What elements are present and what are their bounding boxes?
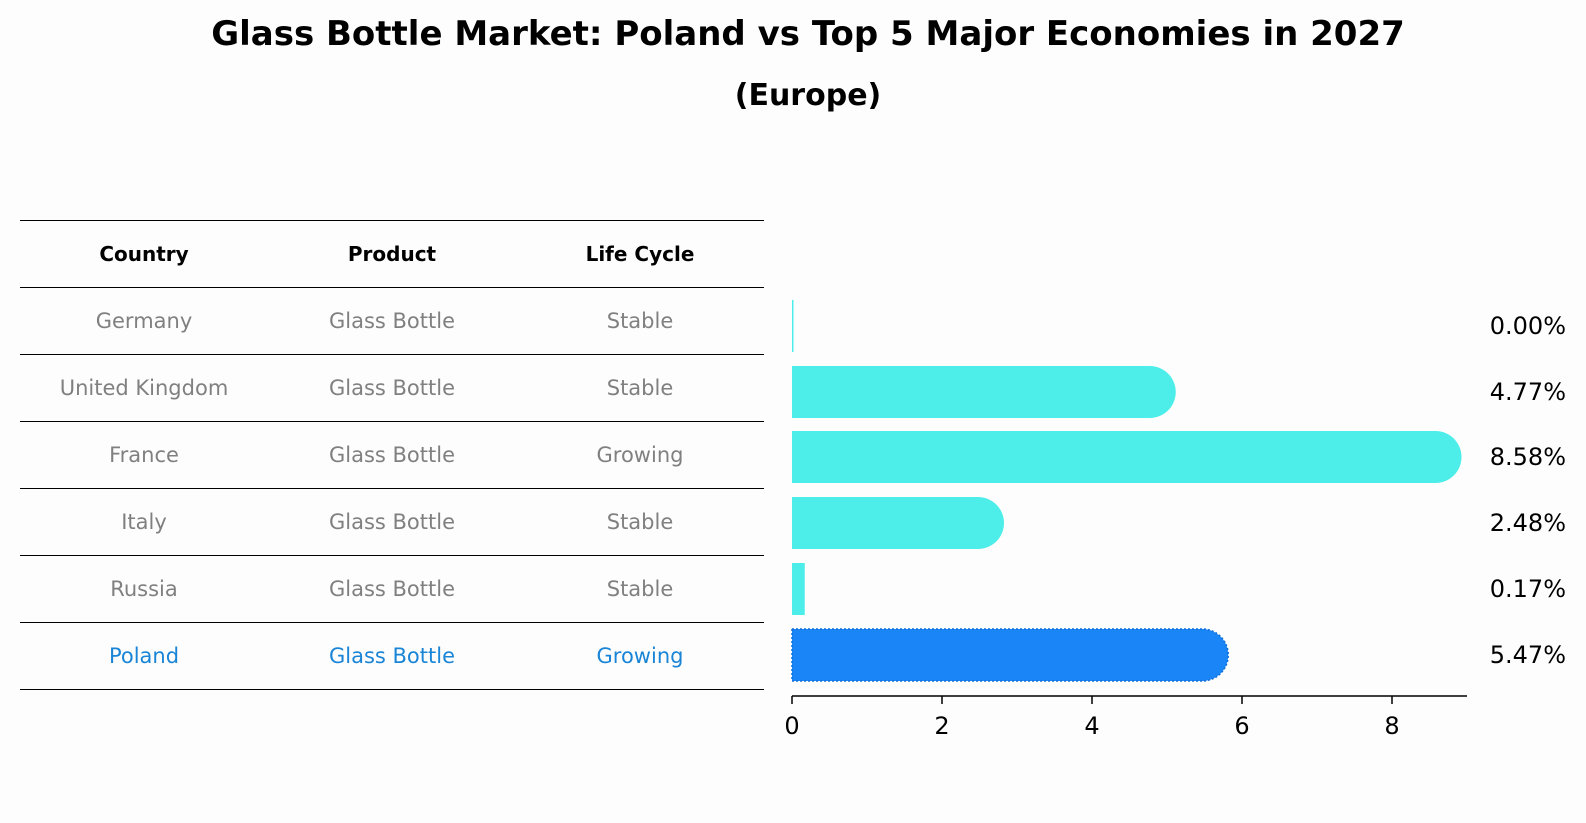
value-label: 8.58% — [1490, 443, 1566, 471]
table-row: Italy Glass Bottle Stable — [20, 488, 764, 555]
cell-life-cycle: Growing — [596, 443, 684, 467]
chart-title: Glass Bottle Market: Poland vs Top 5 Maj… — [211, 14, 1405, 54]
cell-life-cycle: Growing — [596, 644, 684, 668]
value-label: 5.47% — [1490, 641, 1566, 669]
cell-life-cycle: Stable — [606, 309, 674, 333]
bar-united-kingdom — [792, 366, 1176, 418]
chart-subtitle: (Europe) — [734, 78, 882, 113]
value-label: 0.00% — [1490, 312, 1566, 340]
comparison-table: Country Product Life Cycle Germany Glass… — [20, 220, 764, 690]
cell-country: United Kingdom — [59, 376, 229, 400]
x-tick-label: 2 — [934, 712, 949, 740]
table-row-highlight: Poland Glass Bottle Growing — [20, 622, 764, 690]
cell-country: Russia — [110, 577, 178, 601]
value-label: 4.77% — [1490, 378, 1566, 406]
x-tick-label: 4 — [1084, 712, 1099, 740]
cell-product: Glass Bottle — [328, 443, 455, 467]
cell-country: Poland — [108, 644, 180, 668]
x-tick-label: 0 — [784, 712, 799, 740]
bar-germany — [792, 300, 794, 352]
cell-country: Germany — [95, 309, 193, 333]
cell-life-cycle: Stable — [606, 376, 674, 400]
table-row: United Kingdom Glass Bottle Stable — [20, 354, 764, 421]
header-country: Country — [99, 242, 189, 266]
value-label: 2.48% — [1490, 509, 1566, 537]
cell-country: France — [109, 443, 179, 467]
bar-russia — [792, 563, 805, 615]
table-row: Germany Glass Bottle Stable — [20, 287, 764, 354]
cell-product: Glass Bottle — [328, 510, 455, 534]
table-header-row: Country Product Life Cycle — [20, 220, 764, 287]
bar-france — [792, 431, 1462, 483]
cell-life-cycle: Stable — [606, 510, 674, 534]
cell-product: Glass Bottle — [328, 376, 455, 400]
cell-country: Italy — [121, 510, 167, 534]
x-tick-label: 6 — [1234, 712, 1249, 740]
bar-italy — [792, 497, 1004, 549]
x-tick-label: 8 — [1384, 712, 1399, 740]
bar-poland — [791, 628, 1229, 682]
cell-product: Glass Bottle — [328, 577, 455, 601]
table-row: France Glass Bottle Growing — [20, 421, 764, 488]
cell-product: Glass Bottle — [328, 309, 455, 333]
table-row: Russia Glass Bottle Stable — [20, 555, 764, 622]
header-product: Product — [347, 242, 437, 266]
cell-product: Glass Bottle — [328, 644, 455, 668]
header-life-cycle: Life Cycle — [585, 242, 695, 266]
value-label: 0.17% — [1490, 575, 1566, 603]
cell-life-cycle: Stable — [606, 577, 674, 601]
